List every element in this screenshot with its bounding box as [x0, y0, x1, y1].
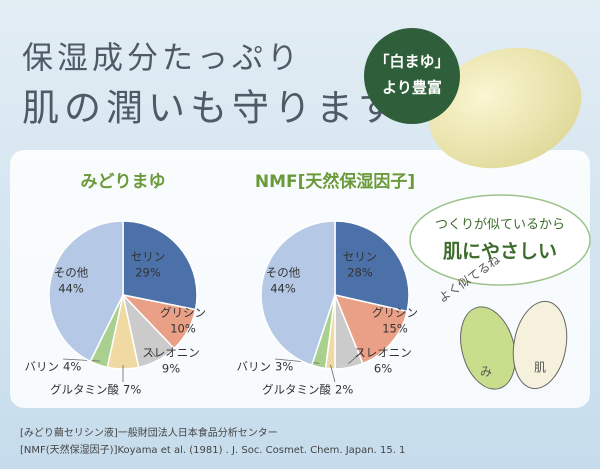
bubble-line1: つくりが似ているから [435, 218, 565, 233]
value-label: 15% [382, 322, 408, 336]
cocoon [428, 47, 582, 169]
value-label: 9% [162, 362, 180, 376]
value-label: 29% [135, 266, 161, 280]
footnote: [NMF(天然保湿因子)]Koyama et al. (1981) . J. S… [20, 443, 405, 456]
footnote: [みどり繭セリシン液]一般財団法人日本食品分析センター [20, 426, 278, 439]
character-right [512, 300, 568, 390]
slice-label: バリン [237, 360, 272, 374]
leader-line [150, 350, 157, 358]
slice-label: その他 [266, 266, 301, 280]
value-label: 3% [275, 360, 293, 374]
slice-label: セリン [131, 250, 166, 264]
pie-slice [122, 220, 198, 311]
badge-line2: より豊富 [382, 79, 442, 97]
value-label: 6% [374, 362, 392, 376]
slice-label: グルタミン酸 [50, 383, 119, 397]
slice-label: その他 [54, 266, 89, 280]
slice-label: グルタミン酸 [262, 383, 331, 397]
slice-label: スレオニン [142, 346, 200, 360]
pie-slice [334, 220, 410, 313]
slice-label: セリン [343, 250, 378, 264]
value-label: 7% [123, 383, 141, 397]
pie-slice [260, 220, 336, 367]
value-label: 2% [335, 383, 353, 397]
value-label: 44% [58, 282, 84, 296]
chart-title: NMF[天然保湿因子] [255, 171, 415, 192]
slice-label: グリシン [160, 306, 206, 320]
slice-label: バリン [25, 360, 60, 374]
leader-line [348, 350, 364, 365]
badge [364, 28, 460, 124]
speech-bubble [409, 194, 591, 286]
value-label: 4% [63, 360, 81, 374]
value-label: 28% [347, 266, 373, 280]
badge-line1: 「白まゆ」 [374, 53, 449, 71]
value-label: 44% [270, 282, 296, 296]
leader-line [62, 358, 100, 362]
character-right-label: 肌 [534, 361, 546, 375]
chart-title: みどりまゆ [81, 172, 166, 192]
slice-label: グリシン [372, 306, 418, 320]
slice-label: スレオニン [354, 346, 412, 360]
pie-slice [48, 220, 124, 363]
bubble-line2: 肌にやさしい [443, 241, 557, 263]
character-left-label: み [480, 365, 492, 379]
leader-line [330, 364, 336, 383]
pie-slice [333, 293, 409, 365]
headline-2: 肌の潤いも守ります [22, 87, 400, 130]
value-label: 10% [170, 322, 196, 336]
headline-1: 保湿成分たっぷり [22, 41, 302, 77]
character-left [460, 306, 516, 390]
